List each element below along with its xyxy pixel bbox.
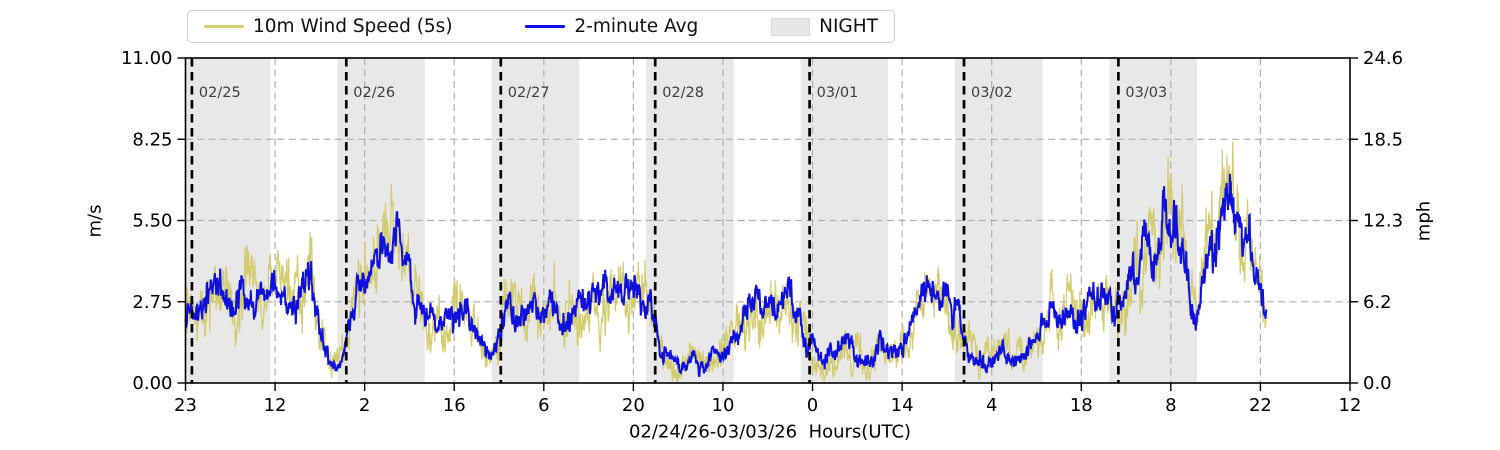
legend-label-night: NIGHT <box>819 16 878 37</box>
tick-marks <box>177 57 1358 391</box>
y-tick-label-left: 0.00 <box>132 373 172 394</box>
x-tick-label: 23 <box>174 395 197 416</box>
y-tick-label-left: 8.25 <box>132 129 172 150</box>
y-tick-label-left: 2.75 <box>132 292 172 313</box>
y-axis-label-right: mph <box>1413 200 1435 242</box>
day-label: 02/26 <box>353 85 395 101</box>
x-tick-label: 8 <box>1165 395 1176 416</box>
y-axis-label-left: m/s <box>84 204 106 238</box>
x-axis-label: 02/24/26-03/03/26 Hours(UTC) <box>628 421 912 443</box>
day-label: 03/01 <box>817 85 859 101</box>
legend: 10m Wind Speed (5s) 2-minute Avg NIGHT <box>187 10 895 43</box>
x-tick-label: 10 <box>712 395 735 416</box>
legend-night-patch-icon <box>771 17 811 36</box>
x-tick-label: 0 <box>807 395 818 416</box>
legend-line-sample-5s-icon <box>204 24 244 29</box>
y-tick-label-right: 24.6 <box>1363 48 1403 69</box>
tick-labels: 0.00 0.0 2.75 6.2 5.50 12.3 8.25 18.5 11.00 24.6 2… <box>121 48 1403 416</box>
day-label: 03/03 <box>1125 85 1167 101</box>
y-tick-label-right: 0.0 <box>1363 373 1392 394</box>
y-tick-label-right: 6.2 <box>1363 292 1392 313</box>
x-tick-label: 14 <box>891 395 914 416</box>
day-label: 02/28 <box>662 85 704 101</box>
legend-item-5s: 10m Wind Speed (5s) <box>204 16 453 37</box>
legend-label-avg: 2-minute Avg <box>574 16 699 37</box>
x-tick-label: 22 <box>1249 395 1272 416</box>
y-tick-label-right: 12.3 <box>1363 211 1403 232</box>
y-tick-label-left: 11.00 <box>121 48 173 69</box>
x-tick-label: 12 <box>264 395 287 416</box>
x-tick-label: 12 <box>1339 395 1362 416</box>
legend-line-sample-avg-icon <box>525 24 566 29</box>
day-label: 02/27 <box>508 85 550 101</box>
x-tick-label: 4 <box>986 395 997 416</box>
gridlines <box>185 58 1350 383</box>
day-label: 02/25 <box>199 85 241 101</box>
day-lines: 02/25 02/26 02/27 02/28 03/01 03/02 03/03 <box>190 58 1167 383</box>
x-tick-label: 6 <box>538 395 549 416</box>
x-tick-label: 16 <box>443 395 466 416</box>
legend-item-avg: 2-minute Avg <box>525 16 698 37</box>
data-series <box>184 141 1268 383</box>
wind-2min-avg-line <box>184 173 1268 378</box>
x-tick-label: 2 <box>359 395 370 416</box>
x-tick-label: 18 <box>1070 395 1093 416</box>
day-label: 03/02 <box>971 85 1013 101</box>
y-tick-label-right: 18.5 <box>1363 129 1403 150</box>
legend-label-5s: 10m Wind Speed (5s) <box>253 16 453 37</box>
legend-item-night: NIGHT <box>771 16 878 37</box>
y-tick-label-left: 5.50 <box>132 211 172 232</box>
x-tick-label: 20 <box>622 395 645 416</box>
